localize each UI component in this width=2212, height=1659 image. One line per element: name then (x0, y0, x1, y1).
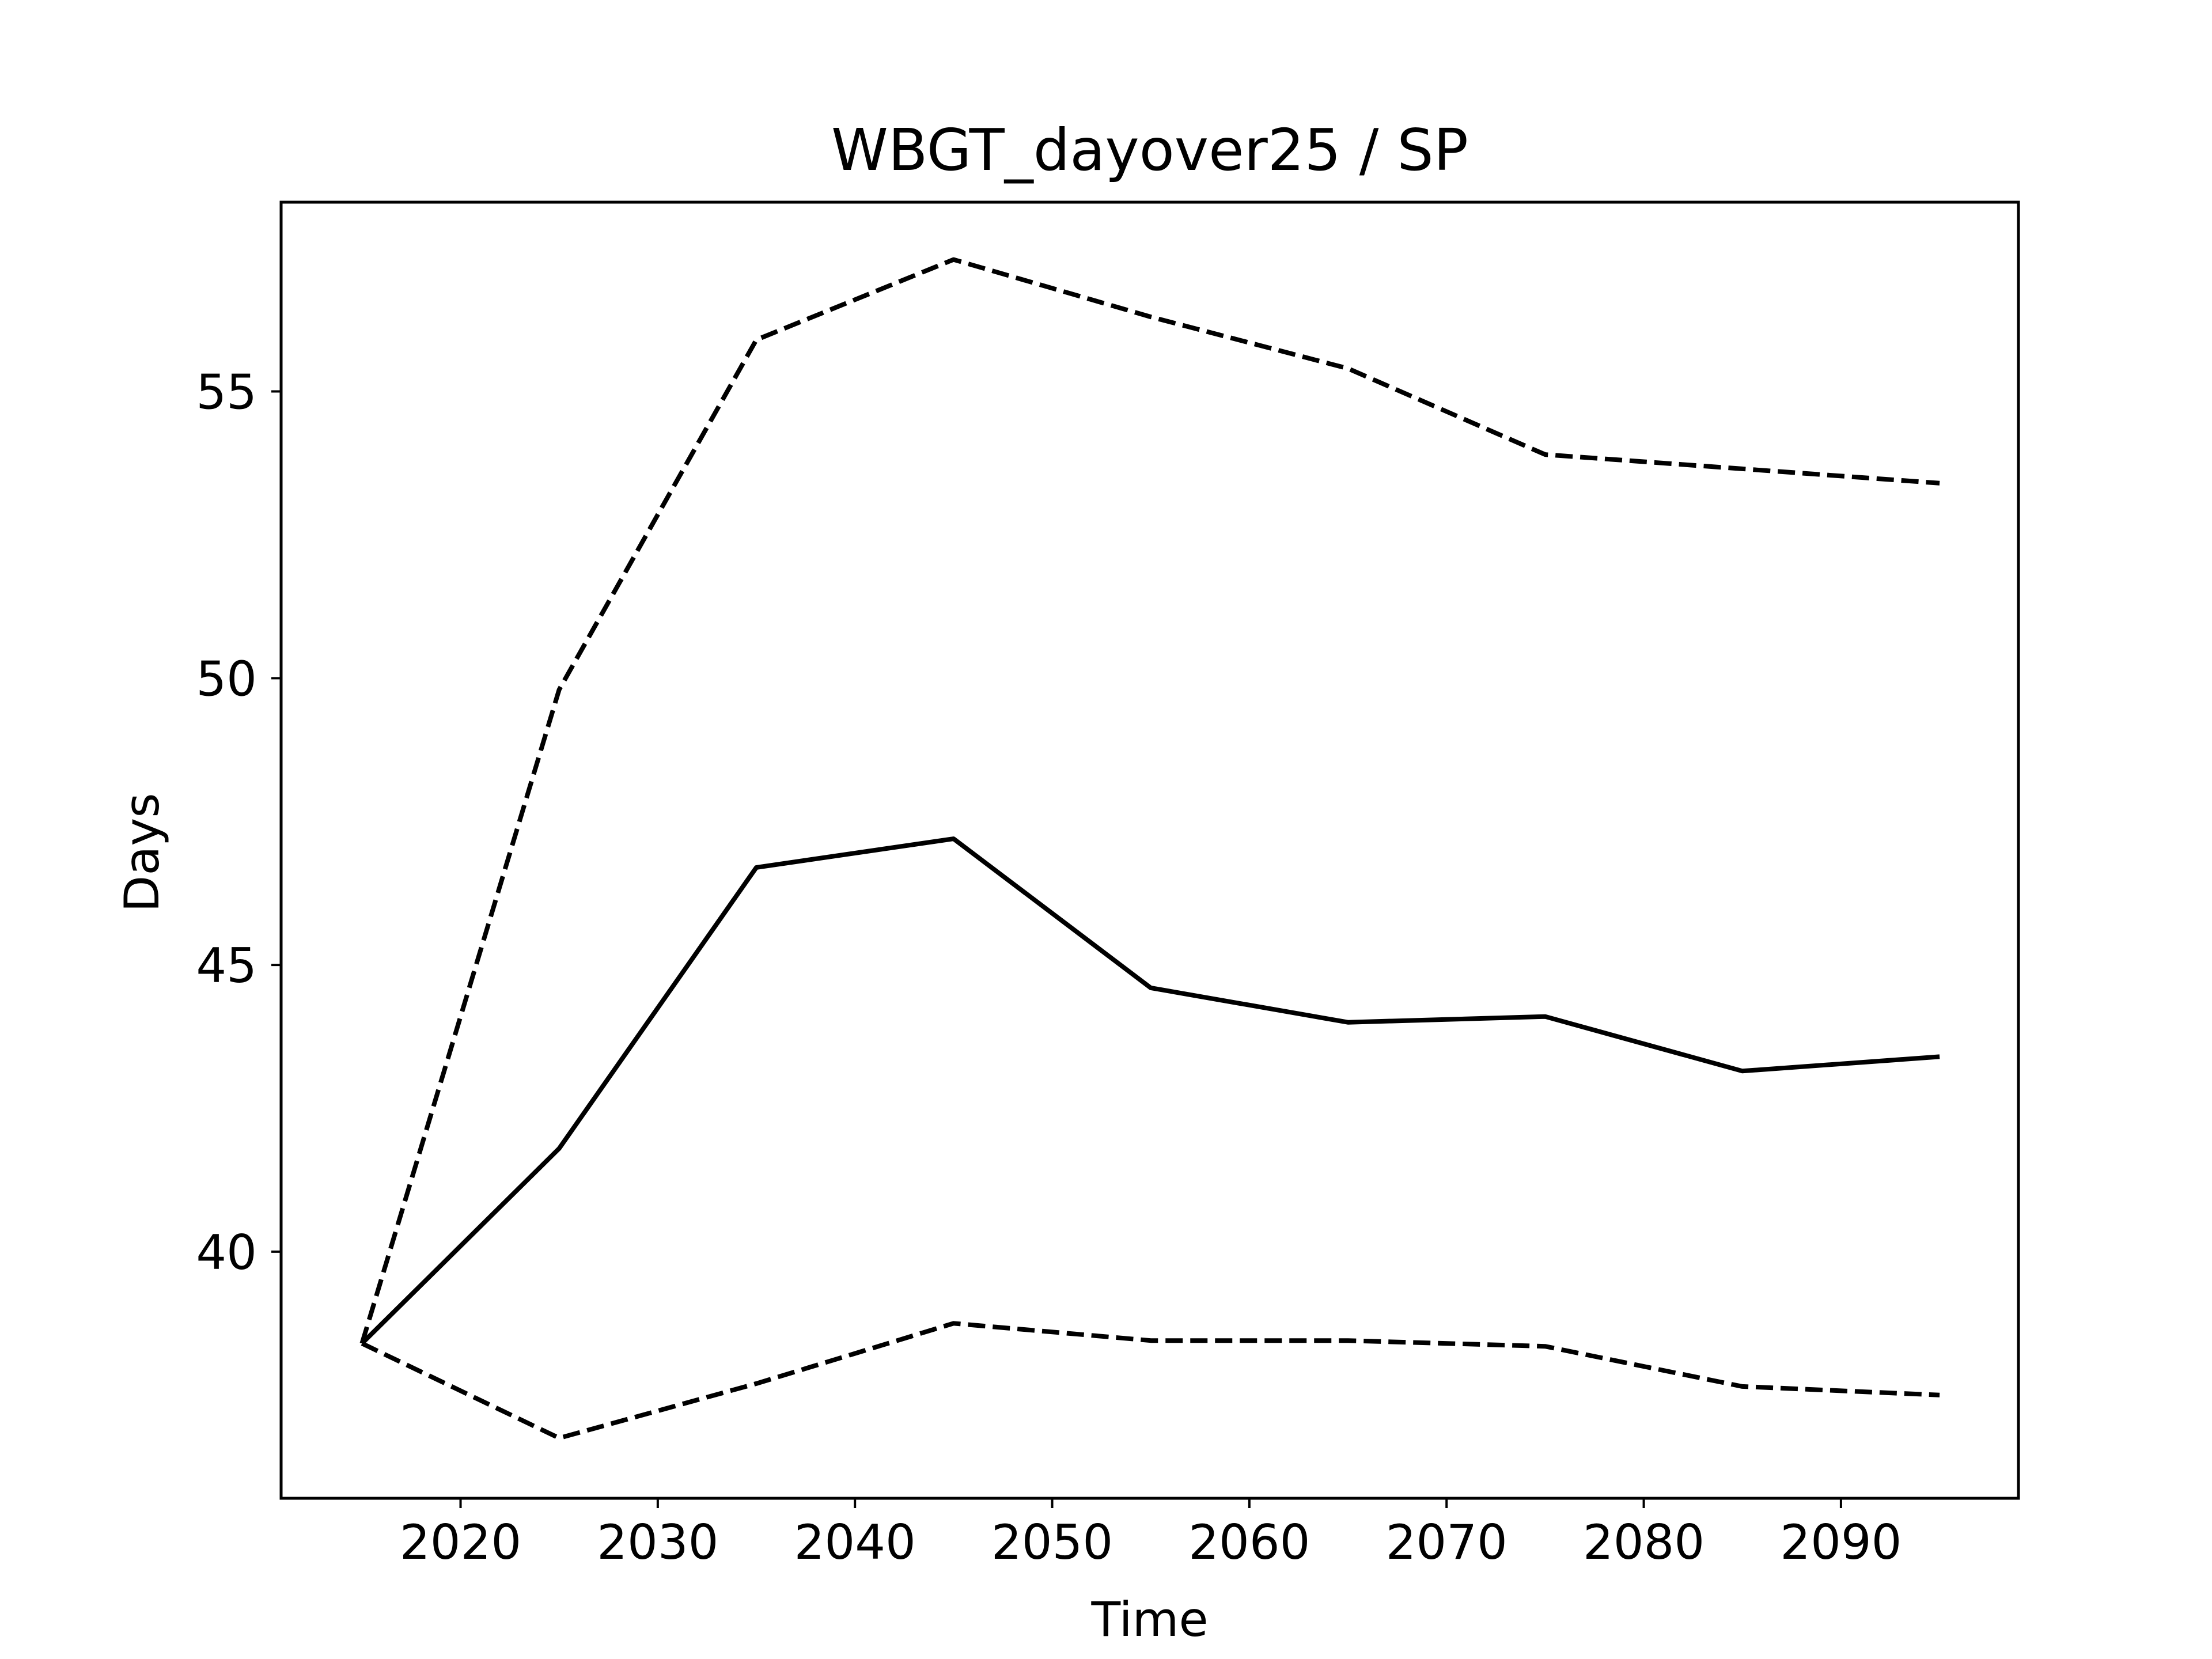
y-tick-label: 50 (196, 651, 257, 707)
chart-title: WBGT_dayover25 / SP (831, 116, 1468, 184)
y-axis-ticks: 40 45 50 55 (196, 365, 281, 1281)
series-layer (359, 257, 1940, 1441)
y-tick-label: 40 (196, 1225, 257, 1281)
x-tick-label: 2090 (1780, 1514, 1902, 1570)
y-tick-label: 45 (196, 938, 257, 994)
series-lower-dashed-line (361, 1321, 1940, 1441)
x-axis-ticks: 2020 2030 2040 2050 2060 2070 2080 2090 (400, 1498, 1902, 1570)
series-mean-line (360, 836, 1940, 1346)
plot-frame (279, 200, 2020, 1500)
x-axis-label: Time (1090, 1592, 1208, 1647)
x-tick-label: 2060 (1188, 1514, 1310, 1570)
x-tick-label: 2020 (400, 1514, 521, 1570)
y-axis-label: Days (114, 793, 170, 912)
x-tick-label: 2040 (794, 1514, 916, 1570)
series-upper-dashed-line (359, 257, 1940, 1344)
x-tick-label: 2080 (1583, 1514, 1705, 1570)
x-tick-label: 2030 (597, 1514, 718, 1570)
x-tick-label: 2070 (1386, 1514, 1508, 1570)
x-tick-label: 2050 (991, 1514, 1113, 1570)
y-tick-label: 55 (196, 365, 257, 421)
